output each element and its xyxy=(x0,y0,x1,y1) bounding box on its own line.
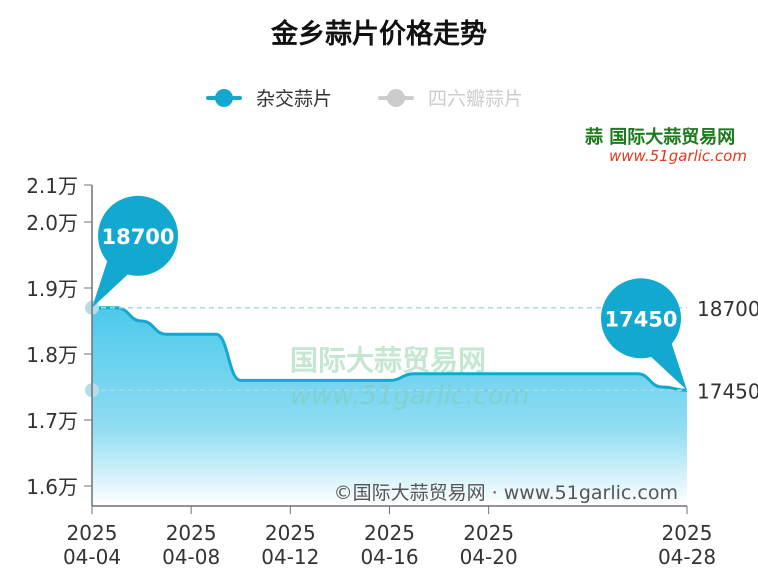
legend-label: 四六瓣蒜片 xyxy=(428,88,524,110)
x-tick-year: 2025 xyxy=(662,521,713,545)
x-tick-date: 04-04 xyxy=(63,545,121,569)
mark-point-label: 17450 xyxy=(604,307,677,331)
logo-url: www.51garlic.com xyxy=(609,146,747,165)
legend-line-icon xyxy=(378,88,414,107)
legend-label: 杂交蒜片 xyxy=(256,88,333,110)
series-line-hybrid xyxy=(91,306,688,392)
y-tick-label: 1.6万 xyxy=(26,475,78,499)
y-tick-label: 2.0万 xyxy=(26,211,78,235)
y-tick-label: 1.8万 xyxy=(26,343,78,367)
x-tick-year: 2025 xyxy=(166,521,217,545)
logo-watermark: 蒜 国际大蒜贸易网 www.51garlic.com xyxy=(585,128,747,164)
y-tick-label: 1.9万 xyxy=(26,277,78,301)
watermark-center-text: 国际大蒜贸易网 xyxy=(290,344,486,377)
x-tick-year: 2025 xyxy=(67,521,118,545)
mark-point-pin xyxy=(601,278,681,359)
mark-point-pin xyxy=(98,195,178,276)
x-tick-date: 04-28 xyxy=(658,545,716,569)
x-tick-date: 04-16 xyxy=(360,545,418,569)
x-tick-date: 04-20 xyxy=(460,545,518,569)
y-tick-label: 1.7万 xyxy=(26,409,78,433)
x-tick-year: 2025 xyxy=(364,521,415,545)
copyright-text: ©国际大蒜贸易网 · www.51garlic.com xyxy=(334,482,678,504)
logo-name: 蒜 国际大蒜贸易网 xyxy=(585,127,736,148)
watermark-center-url: www.51garlic.com xyxy=(290,381,529,411)
mark-line-label: 17450 xyxy=(697,379,758,403)
mark-point-label: 18700 xyxy=(101,225,174,249)
chart-title: 金乡蒜片价格走势 xyxy=(271,19,487,50)
x-tick-date: 04-08 xyxy=(162,545,220,569)
legend-line-icon xyxy=(206,88,242,107)
x-tick-year: 2025 xyxy=(463,521,514,545)
series-area xyxy=(92,307,687,506)
x-tick-year: 2025 xyxy=(265,521,316,545)
x-tick-date: 04-12 xyxy=(261,545,319,569)
legend-item-46[interactable]: 四六瓣蒜片 xyxy=(378,84,523,111)
mark-line-label: 18700 xyxy=(697,297,758,321)
y-tick-label: 2.1万 xyxy=(26,174,78,198)
legend-item-hybrid[interactable]: 杂交蒜片 xyxy=(206,84,332,111)
